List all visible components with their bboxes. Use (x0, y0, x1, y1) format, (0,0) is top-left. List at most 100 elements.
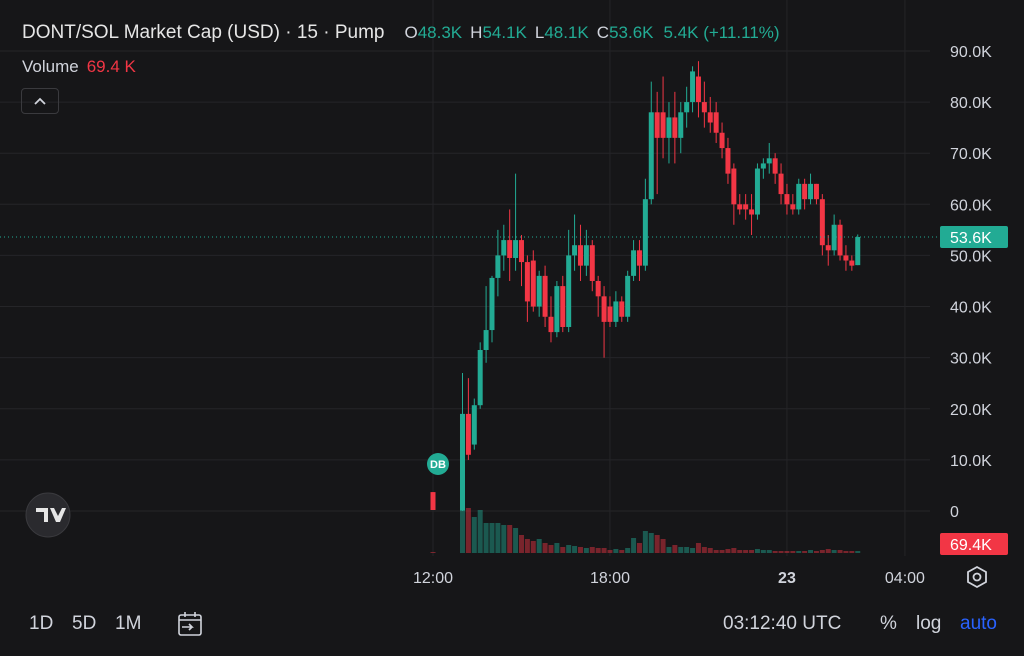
candle-body (648, 112, 654, 200)
candle-body (607, 306, 613, 322)
volume-bar (713, 550, 719, 553)
volume-legend: Volume 69.4 K (22, 57, 136, 77)
volume-bar (695, 543, 701, 553)
candle-body (772, 158, 778, 174)
ohlc-value: 48.3K (417, 23, 463, 42)
candle-body (831, 224, 837, 251)
candle-body (713, 112, 719, 133)
volume-bar (501, 525, 507, 553)
volume-bar (489, 523, 495, 553)
range-button[interactable]: 1D (29, 613, 54, 634)
volume-bar (754, 549, 760, 553)
candle-body (725, 148, 731, 174)
candle-body (678, 112, 684, 138)
volume-bar (778, 551, 784, 553)
candle-body (465, 413, 471, 455)
volume-bar (607, 550, 613, 553)
volume-bar (707, 548, 713, 553)
axes: 0 10.0K 20.0K 30.0K 40.0K 50.0K 60.0K 70.0K 80.0… (0, 44, 1008, 587)
candle-body (808, 183, 814, 200)
log-toggle[interactable]: log (916, 613, 942, 634)
candle-body (577, 245, 583, 266)
y-tick-label: 30.0K (950, 351, 992, 368)
candle-body (548, 316, 554, 333)
volume-bar (784, 551, 790, 553)
chart-title: DONT/SOL Market Cap (USD) · 15 · Pump (22, 22, 385, 43)
y-tick-label: 60.0K (950, 197, 992, 214)
y-tick-label: 10.0K (950, 453, 992, 470)
candle-body (855, 237, 861, 266)
candle-body (701, 102, 707, 113)
volume-bar (760, 550, 766, 553)
candle-body (601, 296, 607, 322)
candle-body (459, 413, 465, 511)
candle-body (572, 245, 578, 256)
volume-bar (654, 535, 660, 553)
collapse-button[interactable] (21, 88, 59, 114)
volume-bar (666, 547, 672, 553)
volume-bar (672, 545, 678, 553)
toolbar: 1D 5D 1M 03:12:40 UTC % log auto (0, 605, 1024, 645)
y-tick-label: 90.0K (950, 44, 992, 61)
candle-body (489, 277, 495, 331)
candle-body (802, 183, 808, 200)
range-button[interactable]: 1M (115, 613, 142, 634)
ohlc-key: L (534, 23, 545, 42)
volume-bar (766, 550, 772, 553)
volume-value: 69.4 K (86, 57, 136, 76)
x-tick-label: 18:00 (590, 570, 630, 587)
grid (0, 0, 930, 556)
range-button[interactable]: 5D (72, 613, 97, 634)
y-tick-label: 20.0K (950, 402, 992, 419)
volume-bar (471, 517, 477, 553)
volume-bar (648, 533, 654, 553)
badge-text: DB (430, 459, 446, 471)
volume-bar (577, 547, 583, 553)
badge[interactable] (427, 453, 449, 475)
volume-bar (566, 545, 572, 553)
volume-bar (542, 543, 548, 553)
candle-body (672, 117, 678, 138)
volume-bar (554, 543, 560, 553)
candle-body (825, 245, 831, 251)
candle-body (819, 199, 825, 246)
candle-body (430, 492, 436, 510)
settings-icon[interactable] (967, 565, 987, 589)
candle-body (719, 132, 725, 149)
volume-bar (625, 548, 631, 553)
candle-body (566, 255, 572, 327)
percent-toggle[interactable]: % (880, 613, 897, 634)
ohlc-value: 53.6K (609, 23, 654, 42)
volume-bar (819, 550, 825, 553)
candle-body (754, 168, 760, 215)
candle-body (560, 286, 566, 327)
volume-bar (513, 528, 519, 553)
volume-bar (731, 548, 737, 553)
candle-body (707, 112, 713, 123)
volume-bar (507, 525, 513, 553)
volume-bar (796, 551, 802, 553)
volume-bar (684, 547, 690, 553)
volume-bar (613, 549, 619, 553)
ohlc-key: H (470, 23, 483, 42)
volume-bar (459, 508, 465, 553)
volume-bar (725, 549, 731, 553)
last-volume-label: 69.4K (950, 537, 992, 554)
candle-body (843, 255, 849, 261)
y-tick-label: 40.0K (950, 300, 992, 317)
volume-bar (536, 539, 542, 553)
candle-body (595, 280, 601, 297)
candle-body (542, 275, 548, 317)
volume-bar (813, 551, 819, 553)
candle-body (625, 275, 631, 317)
date-range-icon[interactable] (176, 610, 204, 638)
last-volume-tag (940, 533, 1008, 555)
x-tick-label: 04:00 (885, 570, 925, 587)
y-tick-label: 0 (950, 504, 959, 521)
candle-body (554, 286, 560, 333)
volume-bar (843, 551, 849, 553)
volume-bar (636, 543, 642, 553)
auto-toggle[interactable]: auto (960, 613, 997, 634)
volume-bar (524, 539, 530, 553)
